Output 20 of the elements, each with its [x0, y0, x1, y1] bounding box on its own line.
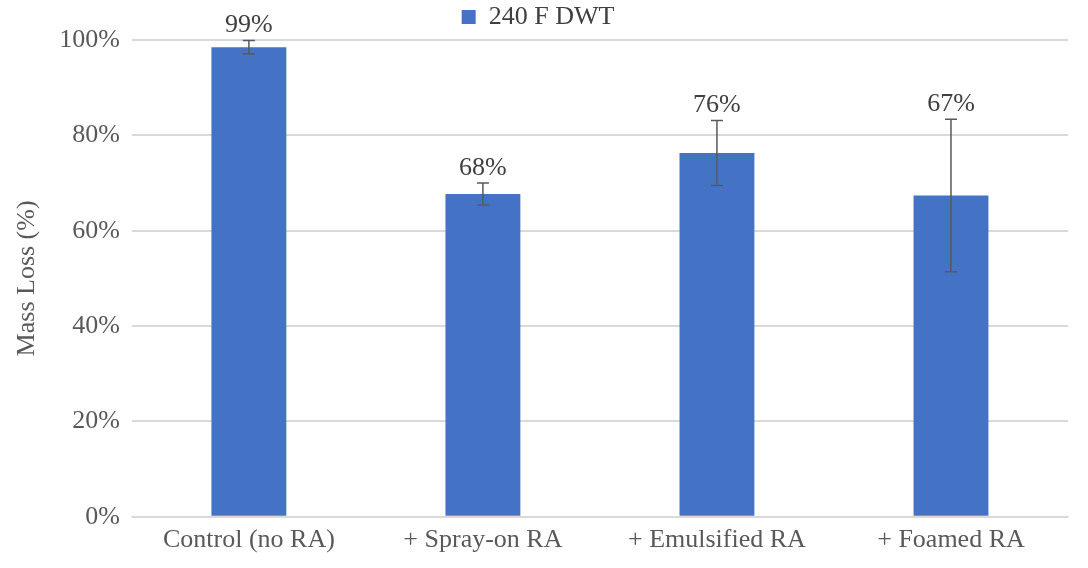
- y-tick-label: 20%: [72, 405, 120, 435]
- x-tick-label: + Foamed RA: [877, 524, 1025, 554]
- x-tick-label: + Emulsified RA: [628, 524, 807, 554]
- x-tick-label: Control (no RA): [162, 524, 335, 554]
- y-axis-title: Mass Loss (%): [11, 200, 41, 357]
- data-label: 68%: [459, 151, 507, 181]
- bar: [913, 195, 989, 516]
- y-tick-label: 80%: [72, 119, 120, 149]
- y-tick-label: 40%: [72, 309, 120, 339]
- y-tick-label: 100%: [59, 23, 120, 53]
- bar: [679, 153, 755, 516]
- x-tick-label: + Spray-on RA: [403, 524, 563, 554]
- bar: [211, 47, 287, 516]
- data-label: 76%: [693, 89, 741, 119]
- data-label: 99%: [225, 9, 273, 39]
- bar: [445, 194, 521, 516]
- y-tick-label: 0%: [85, 500, 120, 530]
- legend-label: 240 F DWT: [488, 0, 615, 30]
- y-tick-label: 60%: [72, 214, 120, 244]
- data-label: 67%: [927, 87, 975, 117]
